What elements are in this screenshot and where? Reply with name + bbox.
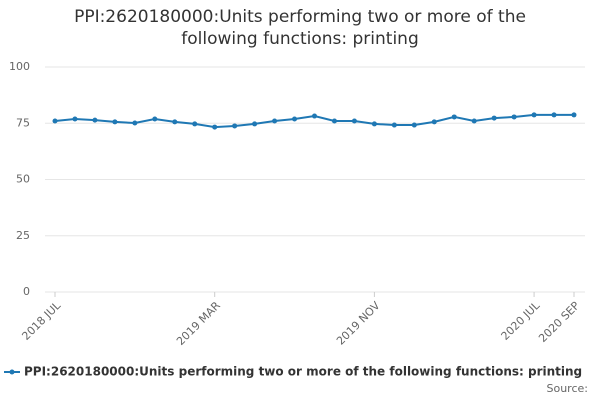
y-tick-label: 100 [9,60,30,73]
data-point [391,122,397,128]
data-point [571,112,577,118]
data-point [152,116,158,122]
x-tick-label: 2019 NOV [334,299,383,348]
data-point [72,116,78,122]
data-point [252,121,258,127]
data-point [471,118,477,124]
y-tick-label: 25 [16,229,30,242]
data-point [451,114,457,120]
y-tick-label: 75 [16,116,30,129]
x-tick-label: 2019 MAR [174,299,223,348]
data-point [52,118,58,124]
x-tick-label: 2020 SEP [536,299,582,345]
data-point [491,115,497,121]
data-point [112,119,118,125]
data-point [511,114,517,120]
data-point [331,118,337,124]
data-point [351,118,357,124]
data-point [92,117,98,123]
data-point [411,122,417,128]
data-point [531,112,537,118]
data-point [192,121,198,127]
data-point [272,118,278,124]
chart-title: PPI:2620180000:Units performing two or m… [74,7,526,49]
legend-label: PPI:2620180000:Units performing two or m… [24,365,582,379]
x-tick-label: 2018 JUL [19,298,63,342]
data-point [312,113,317,119]
data-point [172,119,178,125]
data-point [132,120,138,126]
data-point [551,112,557,118]
y-tick-label: 0 [23,285,30,298]
legend-marker [9,369,15,375]
y-tick-label: 50 [16,173,30,186]
data-point [232,123,238,129]
source: Source: [547,382,589,395]
data-point [292,116,298,122]
data-point [431,119,437,125]
data-point [212,124,218,130]
data-point [371,121,377,127]
